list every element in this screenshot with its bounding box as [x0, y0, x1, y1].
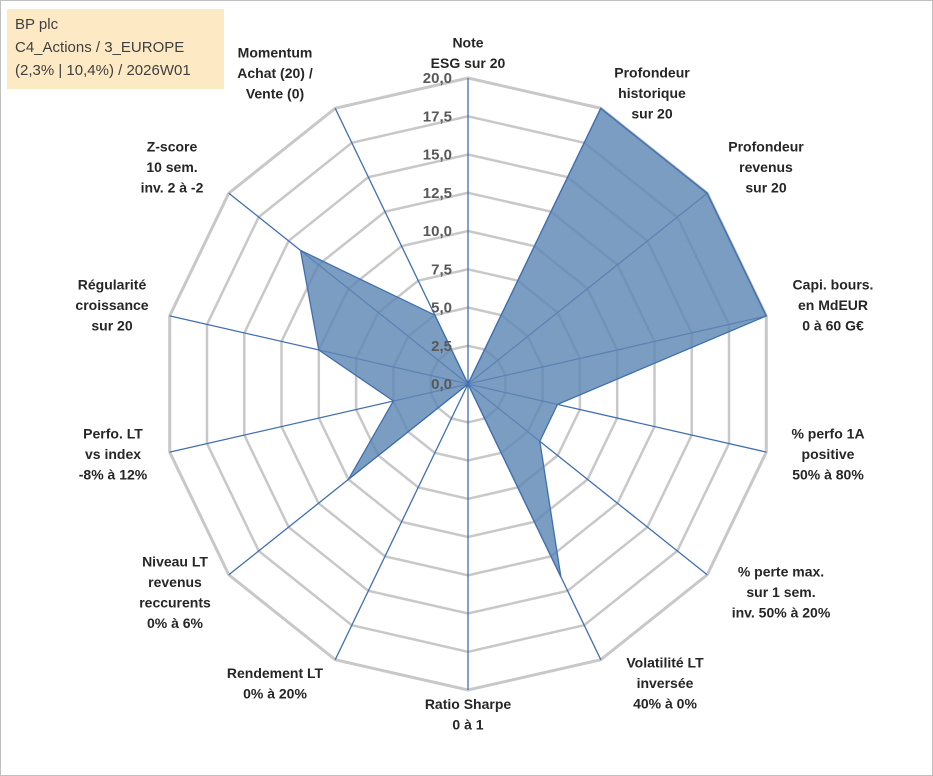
axis-label-line: croissance — [75, 297, 148, 313]
company-name: BP plc — [15, 16, 59, 33]
axis-label-line: Note — [452, 35, 483, 51]
tick-label: 5,0 — [431, 300, 452, 317]
axis-label-line: 40% à 0% — [633, 696, 697, 712]
axis-label-line: % perte max. — [738, 564, 824, 580]
axis-label: % perte max. sur 1 sem. inv. 50% à 20% — [732, 564, 831, 621]
axis-label-line: sur 20 — [91, 318, 132, 334]
axis-label-line: positive — [802, 446, 855, 462]
axis-label: Régularité croissance sur 20 — [75, 277, 148, 334]
axis-label: Rendement LT 0% à 20% — [227, 665, 324, 702]
axis-label-line: 0% à 20% — [243, 685, 307, 701]
axis-label: Profondeur historique sur 20 — [614, 65, 690, 122]
axis-label-line: Capi. bours. — [793, 277, 874, 293]
axis-label-line: Perfo. LT — [83, 426, 143, 442]
axis-label: Profondeur revenus sur 20 — [728, 139, 804, 196]
axis-label-line: 0% à 6% — [147, 615, 204, 631]
axis-label: Niveau LT revenus reccurents 0% à 6% — [139, 553, 211, 631]
axis-label-line: Achat (20) / — [237, 65, 313, 81]
axis-label-line: historique — [618, 85, 686, 101]
axis-label-line: Rendement LT — [227, 665, 324, 681]
axis-label: Capi. bours. en MdEUR 0 à 60 G€ — [793, 277, 874, 334]
axis-label-line: inv. 50% à 20% — [732, 605, 831, 621]
axis-label-line: Momentum — [238, 45, 313, 61]
radar-tick-labels: 0,0 2,5 5,0 7,5 10,0 12,5 15,0 17,5 20,0 — [423, 70, 452, 393]
tick-label: 12,5 — [423, 185, 452, 202]
axis-label: Volatilité LT inversée 40% à 0% — [626, 655, 704, 712]
axis-label: Z-score 10 sem. inv. 2 à -2 — [141, 139, 204, 196]
axis-label-line: sur 1 sem. — [746, 584, 815, 600]
axis-label-line: Vente (0) — [246, 86, 304, 102]
axis-label-line: 0 à 60 G€ — [802, 318, 864, 334]
axis-label-line: Volatilité LT — [626, 655, 704, 671]
axis-label-line: Profondeur — [614, 65, 690, 81]
axis-label-line: reccurents — [139, 594, 211, 610]
axis-label: Ratio Sharpe 0 à 1 — [425, 696, 512, 733]
category-path: C4_Actions / 3_EUROPE — [15, 39, 185, 56]
period-info: (2,3% | 10,4%) / 2026W01 — [15, 62, 191, 79]
axis-label-line: Z-score — [147, 139, 198, 155]
info-box: BP plc C4_Actions / 3_EUROPE (2,3% | 10,… — [7, 9, 224, 89]
axis-label-line: Niveau LT — [142, 553, 208, 569]
tick-label: 10,0 — [423, 223, 452, 240]
axis-label-line: inversée — [637, 675, 694, 691]
series-area — [299, 107, 768, 578]
axis-label-line: vs index — [85, 446, 141, 462]
axis-label-line: revenus — [739, 159, 793, 175]
axis-label-line: inv. 2 à -2 — [141, 180, 204, 196]
axis-label: Perfo. LT vs index -8% à 12% — [79, 426, 148, 483]
axis-label-line: sur 20 — [631, 106, 672, 122]
axis-label-line: Ratio Sharpe — [425, 696, 512, 712]
tick-label: 7,5 — [431, 261, 452, 278]
tick-label: 2,5 — [431, 338, 452, 355]
axis-label: Note ESG sur 20 — [431, 35, 506, 72]
axis-label: Momentum Achat (20) / Vente (0) — [237, 45, 313, 102]
tick-label: 0,0 — [431, 376, 452, 393]
axis-label-line: Régularité — [78, 277, 147, 293]
radar-axis-labels: Note ESG sur 20 Profondeur historique sur 20… — [75, 35, 873, 733]
axis-label-line: sur 20 — [745, 180, 786, 196]
axis-label-line: -8% à 12% — [79, 467, 148, 483]
tick-label: 17,5 — [423, 108, 452, 125]
radar-series — [299, 107, 768, 578]
axis-spoke — [334, 383, 469, 660]
axis-label-line: 10 sem. — [146, 159, 197, 175]
axis-label-line: 0 à 1 — [452, 717, 483, 733]
tick-label: 20,0 — [423, 70, 452, 87]
axis-label-line: ESG sur 20 — [431, 55, 506, 71]
axis-label: % perfo 1A positive 50% à 80% — [791, 426, 864, 483]
axis-label-line: Profondeur — [728, 139, 804, 155]
axis-label-line: en MdEUR — [798, 297, 868, 313]
tick-label: 15,0 — [423, 147, 452, 164]
axis-label-line: % perfo 1A — [791, 426, 864, 442]
axis-label-line: revenus — [148, 574, 202, 590]
axis-label-line: 50% à 80% — [792, 467, 864, 483]
